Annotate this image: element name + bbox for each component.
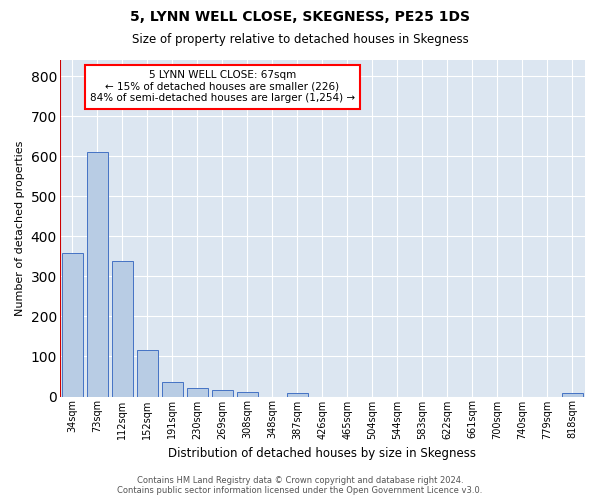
Bar (62, 253, 83, 396)
Bar (212, 390, 233, 396)
Bar (562, 394, 583, 396)
Text: 5, LYNN WELL CLOSE, SKEGNESS, PE25 1DS: 5, LYNN WELL CLOSE, SKEGNESS, PE25 1DS (130, 10, 470, 24)
Bar (236, 392, 258, 396)
Bar (161, 382, 183, 396)
Bar (287, 394, 308, 396)
Text: 5 LYNN WELL CLOSE: 67sqm
← 15% of detached houses are smaller (226)
84% of semi-: 5 LYNN WELL CLOSE: 67sqm ← 15% of detach… (90, 70, 355, 103)
Bar (86, 152, 108, 396)
Bar (112, 261, 133, 396)
X-axis label: Distribution of detached houses by size in Skegness: Distribution of detached houses by size … (169, 447, 476, 460)
Bar (137, 350, 158, 397)
Text: Contains HM Land Registry data © Crown copyright and database right 2024.
Contai: Contains HM Land Registry data © Crown c… (118, 476, 482, 495)
Y-axis label: Number of detached properties: Number of detached properties (15, 140, 25, 316)
Text: Size of property relative to detached houses in Skegness: Size of property relative to detached ho… (131, 32, 469, 46)
Bar (187, 388, 208, 396)
